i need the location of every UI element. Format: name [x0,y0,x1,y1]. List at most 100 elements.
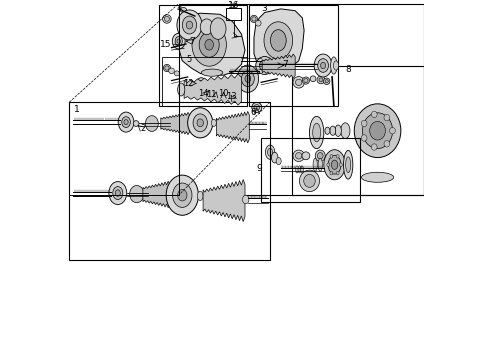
Ellipse shape [363,113,392,149]
Ellipse shape [328,156,341,174]
Ellipse shape [109,181,127,204]
Text: 4: 4 [177,4,183,13]
Ellipse shape [174,71,179,76]
Ellipse shape [313,123,320,142]
Ellipse shape [300,166,303,173]
Ellipse shape [361,135,367,141]
Ellipse shape [166,175,198,215]
Text: 2: 2 [140,125,146,134]
Ellipse shape [163,15,171,23]
Ellipse shape [178,83,185,96]
Text: 1: 1 [74,105,79,114]
Text: 6: 6 [250,108,256,117]
Bar [179,4,424,195]
Ellipse shape [302,152,310,160]
Ellipse shape [324,150,345,180]
Ellipse shape [262,63,267,68]
Ellipse shape [165,66,169,70]
Ellipse shape [371,111,377,118]
Ellipse shape [199,80,204,87]
Ellipse shape [318,158,322,171]
Ellipse shape [186,21,193,29]
Ellipse shape [205,39,214,50]
Ellipse shape [345,157,351,173]
Ellipse shape [354,104,401,158]
Text: 3: 3 [262,4,267,13]
Bar [70,102,270,260]
Ellipse shape [177,10,202,40]
Ellipse shape [295,153,302,159]
Ellipse shape [228,88,232,94]
Ellipse shape [252,102,262,112]
Ellipse shape [313,158,318,171]
Ellipse shape [180,8,187,13]
Ellipse shape [330,154,333,158]
Ellipse shape [113,186,123,199]
Bar [226,8,242,20]
Text: 9: 9 [256,164,262,173]
Ellipse shape [331,57,337,74]
Ellipse shape [193,114,207,132]
Ellipse shape [264,22,293,59]
Ellipse shape [130,185,144,203]
Ellipse shape [197,119,203,127]
Ellipse shape [178,189,187,201]
Ellipse shape [314,54,332,77]
Ellipse shape [211,119,217,126]
Ellipse shape [325,127,330,134]
Ellipse shape [331,160,338,170]
Text: 11: 11 [206,90,217,99]
Ellipse shape [118,112,134,132]
Text: 14: 14 [198,89,209,98]
Ellipse shape [343,150,353,179]
Ellipse shape [163,64,171,72]
Ellipse shape [242,71,254,87]
Ellipse shape [270,30,286,51]
Bar [248,5,338,105]
Ellipse shape [384,114,390,121]
Ellipse shape [330,126,336,135]
Ellipse shape [177,39,180,43]
Ellipse shape [278,62,284,69]
Ellipse shape [256,57,273,75]
Ellipse shape [276,158,281,165]
Ellipse shape [197,191,203,201]
Ellipse shape [192,23,226,66]
Text: 7: 7 [189,37,195,46]
Text: 16: 16 [228,1,240,10]
Polygon shape [254,9,304,72]
Text: 10: 10 [218,89,229,98]
Polygon shape [203,180,245,222]
Ellipse shape [175,36,182,46]
Ellipse shape [188,108,213,138]
Ellipse shape [315,150,325,162]
Ellipse shape [172,183,192,207]
Ellipse shape [371,144,377,150]
Ellipse shape [266,145,275,159]
Ellipse shape [295,166,298,173]
Polygon shape [184,74,242,105]
Ellipse shape [214,85,220,93]
Ellipse shape [310,76,316,82]
Ellipse shape [226,85,234,96]
Ellipse shape [259,60,270,71]
Ellipse shape [369,121,386,140]
Ellipse shape [361,120,367,127]
Ellipse shape [255,21,261,26]
Ellipse shape [245,75,251,82]
Ellipse shape [196,78,206,89]
Polygon shape [143,181,170,208]
Ellipse shape [384,141,390,147]
Ellipse shape [200,19,213,35]
Ellipse shape [293,150,304,162]
Ellipse shape [271,152,278,163]
Ellipse shape [299,170,319,192]
Polygon shape [179,13,245,75]
Polygon shape [161,112,190,135]
Ellipse shape [341,123,350,139]
Ellipse shape [318,59,328,72]
Ellipse shape [302,77,310,84]
Bar [162,57,247,105]
Ellipse shape [115,190,121,196]
Ellipse shape [124,120,128,125]
